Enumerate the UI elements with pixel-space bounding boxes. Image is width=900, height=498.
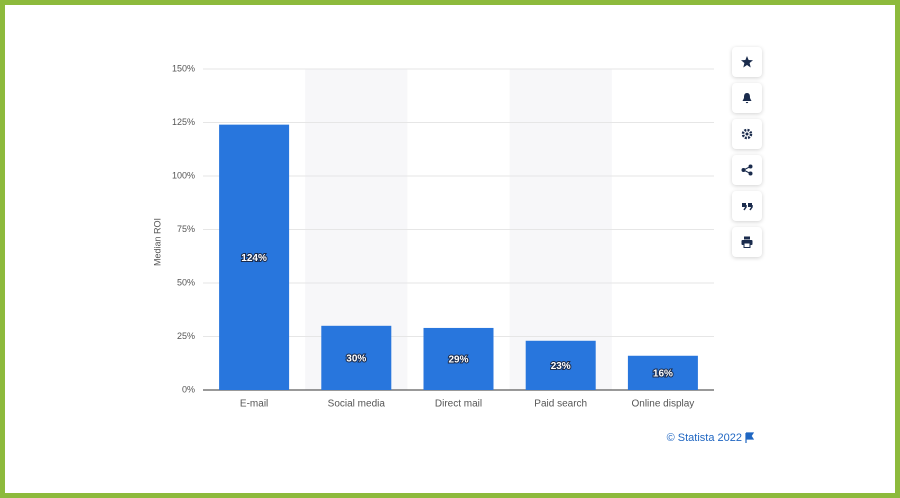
bar — [219, 124, 290, 390]
flag-icon — [745, 432, 755, 443]
settings-button[interactable] — [732, 119, 762, 149]
y-tick-label: 150% — [172, 63, 195, 73]
value-label: 30% — [346, 354, 366, 365]
source-credit[interactable]: © Statista 2022 — [667, 432, 742, 444]
y-tick-label: 100% — [172, 170, 195, 180]
chart: Median ROI © Statista 2022 0% 25% 50% 75% 10… — [152, 63, 755, 444]
bar — [423, 327, 494, 390]
gear-icon — [741, 128, 753, 140]
bar — [525, 340, 596, 390]
value-label: 16% — [653, 369, 673, 380]
y-tick-label: 125% — [172, 117, 195, 127]
notification-button[interactable] — [732, 83, 762, 113]
y-axis-title: Median ROI — [152, 218, 162, 266]
value-label: 29% — [448, 355, 468, 366]
print-icon — [741, 236, 753, 248]
x-tick-label: Paid search — [534, 399, 587, 410]
share-button[interactable] — [732, 155, 762, 185]
share-icon — [741, 164, 753, 176]
y-tick-label: 0% — [182, 384, 195, 394]
cite-button[interactable] — [732, 191, 762, 221]
value-label: 124% — [241, 253, 267, 264]
x-tick-label: E-mail — [240, 399, 268, 410]
x-tick-label: Online display — [631, 399, 694, 410]
print-button[interactable] — [732, 227, 762, 257]
y-tick-label: 25% — [177, 331, 195, 341]
x-tick-label: Social media — [328, 399, 386, 410]
bell-icon — [742, 93, 752, 104]
star-icon — [741, 56, 753, 68]
x-tick-label: Direct mail — [435, 399, 482, 410]
y-tick-label: 50% — [177, 277, 195, 287]
quote-icon — [742, 203, 753, 211]
bar — [627, 355, 698, 390]
bar — [321, 325, 392, 390]
favorite-button[interactable] — [732, 47, 762, 77]
y-tick-label: 75% — [177, 224, 195, 234]
value-label: 23% — [551, 361, 571, 372]
